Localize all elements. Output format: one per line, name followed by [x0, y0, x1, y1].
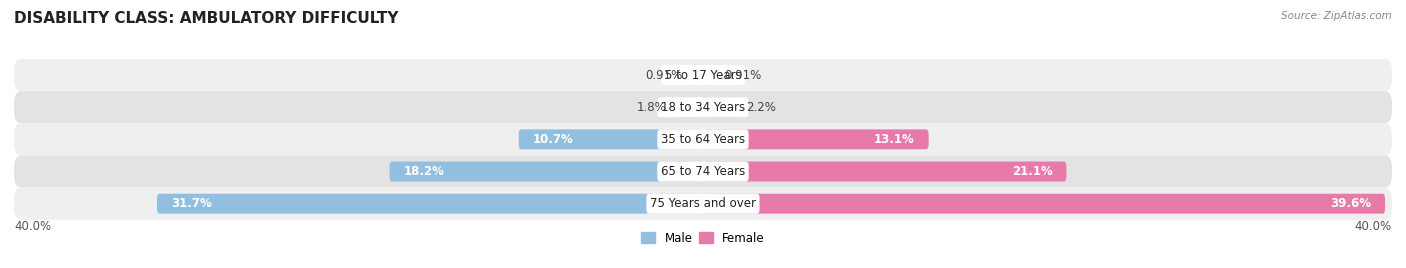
FancyBboxPatch shape — [703, 97, 741, 117]
FancyBboxPatch shape — [703, 65, 718, 85]
FancyBboxPatch shape — [157, 194, 703, 214]
FancyBboxPatch shape — [14, 155, 1392, 188]
Text: 75 Years and over: 75 Years and over — [650, 197, 756, 210]
Text: 65 to 74 Years: 65 to 74 Years — [661, 165, 745, 178]
FancyBboxPatch shape — [14, 59, 1392, 91]
FancyBboxPatch shape — [389, 162, 703, 181]
FancyBboxPatch shape — [703, 162, 1066, 181]
Text: 40.0%: 40.0% — [14, 220, 51, 233]
Text: 18 to 34 Years: 18 to 34 Years — [661, 101, 745, 114]
Text: 21.1%: 21.1% — [1012, 165, 1053, 178]
Text: 0.91%: 0.91% — [724, 69, 761, 81]
FancyBboxPatch shape — [688, 65, 703, 85]
Text: 5 to 17 Years: 5 to 17 Years — [665, 69, 741, 81]
Text: DISABILITY CLASS: AMBULATORY DIFFICULTY: DISABILITY CLASS: AMBULATORY DIFFICULTY — [14, 11, 398, 26]
FancyBboxPatch shape — [703, 129, 928, 149]
Text: 35 to 64 Years: 35 to 64 Years — [661, 133, 745, 146]
FancyBboxPatch shape — [672, 97, 703, 117]
Text: Source: ZipAtlas.com: Source: ZipAtlas.com — [1281, 11, 1392, 21]
Text: 0.91%: 0.91% — [645, 69, 682, 81]
Text: 13.1%: 13.1% — [875, 133, 915, 146]
FancyBboxPatch shape — [519, 129, 703, 149]
Text: 39.6%: 39.6% — [1330, 197, 1371, 210]
Text: 18.2%: 18.2% — [404, 165, 444, 178]
Text: 31.7%: 31.7% — [170, 197, 211, 210]
FancyBboxPatch shape — [703, 194, 1385, 214]
Text: 1.8%: 1.8% — [637, 101, 666, 114]
FancyBboxPatch shape — [14, 123, 1392, 155]
Text: 40.0%: 40.0% — [1355, 220, 1392, 233]
FancyBboxPatch shape — [14, 188, 1392, 220]
Text: 2.2%: 2.2% — [747, 101, 776, 114]
Text: 10.7%: 10.7% — [533, 133, 574, 146]
FancyBboxPatch shape — [14, 91, 1392, 123]
Legend: Male, Female: Male, Female — [637, 227, 769, 249]
